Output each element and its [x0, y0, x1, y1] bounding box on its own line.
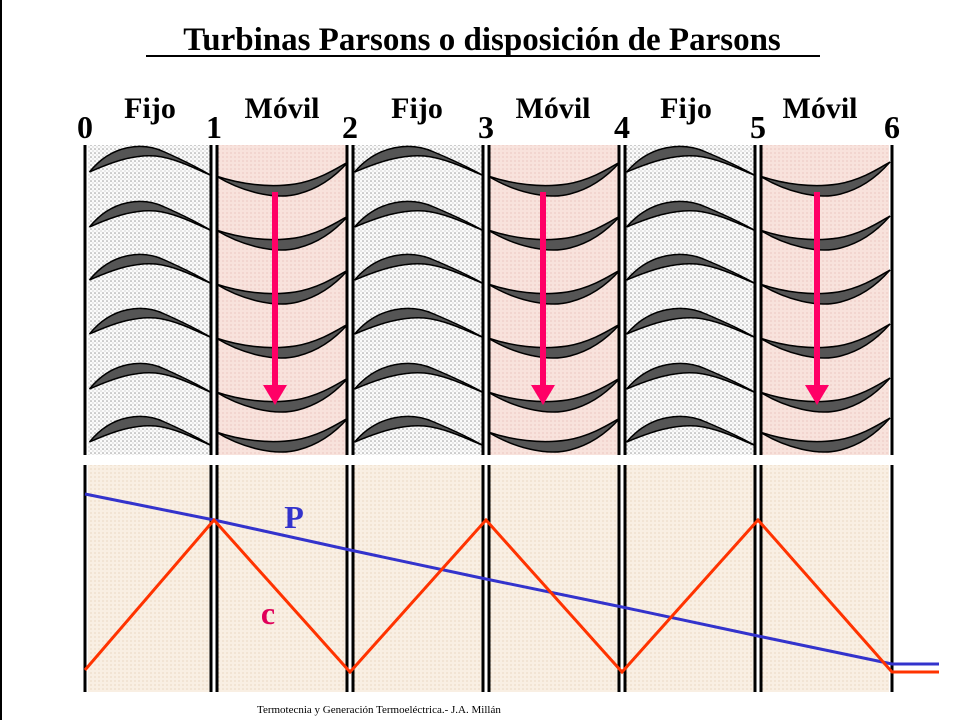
blade-row-4 [487, 161, 621, 453]
blade-row-6 [759, 161, 891, 453]
stage-label-6: Móvil [783, 92, 858, 125]
boundary-number-2: 2 [342, 109, 358, 145]
page-title: Turbinas Parsons o disposición de Parson… [183, 22, 781, 58]
stage-label-2: Móvil [245, 92, 320, 125]
lower-panel-4 [489, 465, 619, 692]
state-curves [83, 492, 939, 675]
lower-panel-1 [88, 465, 211, 692]
boundary-line-3 [481, 145, 491, 692]
blade-profile-icon [759, 215, 891, 251]
boundary-line-5 [753, 145, 763, 692]
blade-profile-icon [759, 417, 891, 453]
boundary-number-1: 1 [206, 109, 222, 145]
stage-label-3: Fijo [391, 92, 443, 125]
boundary-line-2 [345, 145, 355, 692]
lower-panel-5 [625, 465, 755, 692]
footer-credit: Termotecnia y Generación Termoeléctrica.… [257, 704, 501, 716]
boundary-number-0: 0 [77, 109, 93, 145]
stage-panel-5 [625, 145, 755, 455]
rotation-arrows [263, 192, 829, 405]
blade-profile-icon [759, 323, 891, 359]
pressure-curve [84, 492, 939, 666]
blade-row-1 [88, 145, 213, 447]
stage-label-5: Fijo [660, 92, 712, 125]
boundary-line-1 [209, 145, 219, 692]
arrow-head [531, 385, 555, 405]
stage-label-1: Fijo [124, 92, 176, 125]
blade-profile-icon [759, 161, 891, 197]
boundary-number-4: 4 [614, 109, 630, 145]
arrow-head [805, 385, 829, 405]
boundary-number-6: 6 [884, 109, 900, 145]
blade-row-2 [215, 161, 349, 453]
velocity-curve-label: c [261, 595, 275, 631]
boundary-line-4 [617, 145, 627, 692]
down-arrow-icon [805, 192, 829, 405]
boundary-number-3: 3 [478, 109, 494, 145]
lower-panel-3 [353, 465, 483, 692]
down-arrow-icon [263, 192, 287, 405]
down-arrow-icon [531, 192, 555, 405]
blade-profile-icon [759, 269, 891, 305]
velocity-curve [83, 517, 939, 675]
blade-rows [88, 145, 891, 453]
stage-panel-3 [353, 145, 483, 455]
pressure-curve-label: P [284, 499, 304, 535]
blade-profile-icon [759, 377, 891, 413]
lower-panels [88, 465, 889, 692]
arrow-head [263, 385, 287, 405]
lower-panel-2 [217, 465, 347, 692]
lower-panel-6 [761, 465, 889, 692]
stage-panel-1 [88, 145, 211, 455]
stage-label-4: Móvil [516, 92, 591, 125]
boundary-number-5: 5 [750, 109, 766, 145]
